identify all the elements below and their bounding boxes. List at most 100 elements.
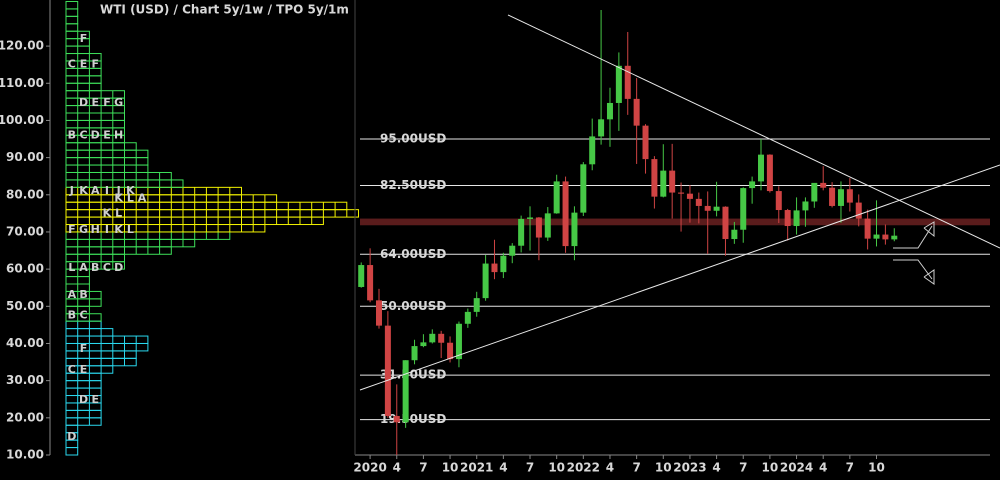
candle-body <box>829 187 836 206</box>
tpo-cell-dividers <box>77 365 102 374</box>
y-tick-label: 120.00 <box>0 39 44 53</box>
price-line-label: 31.50USD <box>380 368 446 382</box>
tpo-letter: B <box>68 309 76 322</box>
tpo-letter: F <box>80 32 88 45</box>
candle-body <box>598 119 605 137</box>
tpo-letter: F <box>103 96 111 109</box>
tpo-letter: E <box>91 393 99 406</box>
y-tick-label: 30.00 <box>6 373 44 387</box>
y-tick-label: 10.00 <box>6 448 44 462</box>
chart-title: WTI (USD) / Chart 5y/1w / TPO 5y/1m <box>100 3 349 17</box>
candle-body <box>793 210 800 227</box>
candle-body <box>509 245 516 256</box>
candle-body <box>589 136 596 165</box>
y-tick-label: 40.00 <box>6 336 44 350</box>
tpo-row <box>65 164 149 173</box>
tpo-cell-dividers <box>77 172 161 180</box>
candle-body <box>686 193 693 199</box>
candle-body <box>455 323 462 360</box>
tpo-cell-dividers <box>77 217 313 225</box>
candle-body <box>367 265 374 301</box>
tpo-cell-dividers <box>77 239 184 247</box>
candle-body <box>544 213 551 238</box>
tpo-cell-dividers <box>77 388 90 396</box>
tpo-row <box>65 238 196 248</box>
tpo-row <box>65 149 149 159</box>
tpo-cell-dividers <box>77 60 90 69</box>
tpo-cell-dividers <box>77 150 137 158</box>
tpo-cell-dividers <box>77 417 90 426</box>
tpo-cell-dividers <box>77 246 161 255</box>
tpo-cell-dividers <box>77 343 137 351</box>
tpo-cell-dividers <box>77 373 90 381</box>
tpo-cell-dividers <box>77 194 266 203</box>
tpo-letter: D <box>67 430 76 443</box>
x-tick-label: 4 <box>393 461 401 475</box>
tpo-cell-dividers <box>77 187 231 195</box>
candle-body <box>580 164 587 213</box>
tpo-cell-dividers <box>77 298 90 307</box>
tpo-row <box>65 0 79 10</box>
x-tick-label: 7 <box>739 461 747 475</box>
candle-body <box>420 342 427 347</box>
tpo-letter: J <box>116 184 121 197</box>
tpo-row <box>65 119 125 129</box>
tpo-cell-dividers <box>77 179 172 188</box>
candle-body <box>873 234 880 239</box>
tpo-cell-dividers <box>77 90 114 99</box>
candle-body <box>518 218 525 246</box>
candle-body <box>358 265 365 287</box>
candle-body <box>775 191 782 211</box>
y-tick-label: 20.00 <box>6 410 44 424</box>
x-tick-label: 4 <box>606 461 614 475</box>
tpo-letter: E <box>80 58 88 71</box>
tpo-letter: E <box>91 96 99 109</box>
tpo-row <box>65 157 149 166</box>
tpo-row <box>65 15 79 25</box>
candle-body <box>678 192 685 194</box>
x-tick-label: 7 <box>846 461 854 475</box>
tpo-letter: B <box>79 288 87 301</box>
candle-body <box>651 159 658 197</box>
candle-body <box>438 333 445 343</box>
tpo-row <box>65 417 102 426</box>
candle-body <box>384 325 391 416</box>
candle-body <box>704 205 711 211</box>
x-tick-label: 7 <box>632 461 640 475</box>
candle-body <box>527 217 534 219</box>
tpo-letter: H <box>114 128 123 141</box>
tpo-cell-dividers <box>77 291 90 299</box>
tpo-cell-dividers <box>77 142 125 151</box>
tpo-letter: E <box>80 363 88 376</box>
tpo-letter: D <box>79 96 88 109</box>
tpo-profile: 10.00 20.00 30.00 40.00 50.00 60.00 70.00 80.00… <box>0 0 359 462</box>
x-tick-label: 4 <box>499 461 507 475</box>
candle-body <box>695 198 702 206</box>
candle-body <box>758 154 765 182</box>
candle-body <box>375 300 382 326</box>
tpo-cell-dividers <box>77 209 348 218</box>
tpo-cell-dividers <box>77 231 219 240</box>
tpo-cell-dividers <box>77 254 114 262</box>
tpo-cell-dividers <box>77 336 137 344</box>
y-tick-label: 60.00 <box>6 262 44 276</box>
tpo-letter: K <box>126 184 135 197</box>
candle-body <box>482 263 489 299</box>
candle-body <box>402 360 409 423</box>
candle-body <box>633 98 640 126</box>
tpo-cell-dividers <box>77 135 114 143</box>
tpo-letter: E <box>103 128 111 141</box>
candle-body <box>553 181 560 214</box>
candle-body <box>615 65 622 103</box>
tpo-letter: F <box>68 223 76 236</box>
tpo-cell-dividers <box>77 313 90 322</box>
tpo-cell-dividers <box>77 395 90 403</box>
tpo-row <box>65 171 172 181</box>
tpo-cell-dividers <box>77 224 254 232</box>
tpo-row <box>65 23 79 32</box>
candle-body <box>802 201 809 211</box>
x-tick-label: 4 <box>712 461 720 475</box>
tpo-letter: A <box>79 261 88 274</box>
tpo-letter: B <box>91 261 99 274</box>
price-line-label: 64.00USD <box>380 247 446 261</box>
